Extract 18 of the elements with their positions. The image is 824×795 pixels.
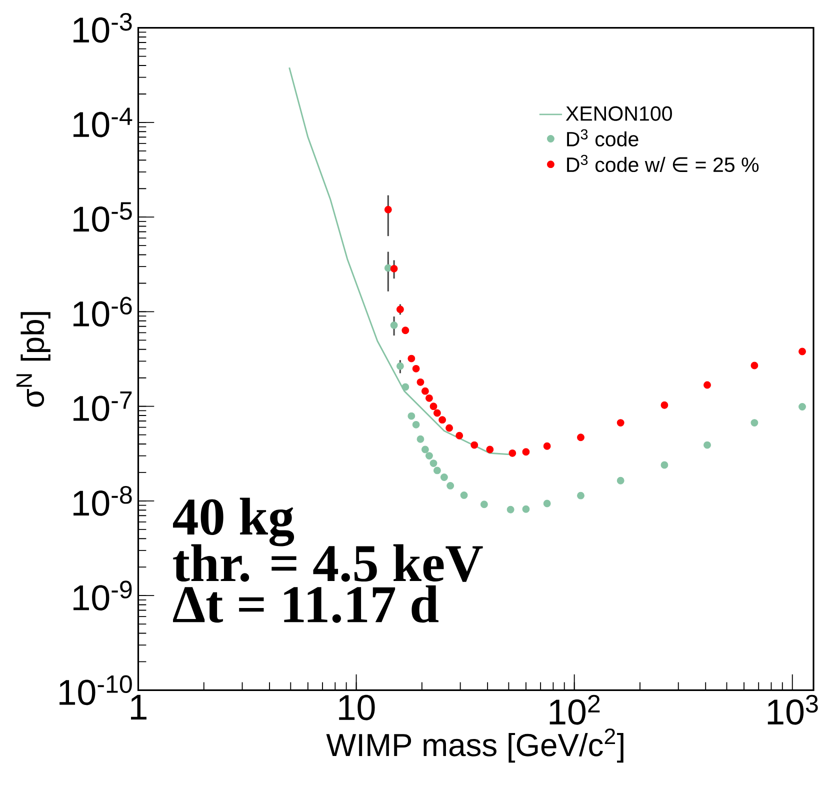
y-tick-label: 10$^{-8}$ (74, 486, 132, 516)
legend-label: D$^{3}$ code (567, 129, 638, 147)
y-tick-label: 10$^{-6}$ (74, 297, 132, 327)
y-tick-label: 10$^{-7}$ (74, 392, 132, 422)
x-tick-label: 10 (339, 695, 375, 720)
x-tick-label: 10$^{2}$ (550, 695, 600, 725)
y-tick-label: 10$^{-9}$ (74, 580, 132, 611)
legend-label: XENON100 (566, 106, 672, 122)
y-tick-label: 10$^{-4}$ (74, 108, 132, 138)
x-tick-label: 10$^{3}$ (768, 695, 818, 725)
y-axis-title: σ$^{N}$ [pb] (16, 312, 50, 408)
x-axis-title: WIMP mass [GeV/c$^{2}$] (326, 728, 624, 763)
annotation: Δt = 11.17 d (172, 586, 438, 624)
legend-label: D$^{3}$ code w/ ∈ = 25 % (567, 155, 759, 172)
x-tick-label: 1 (131, 695, 146, 720)
y-tick-label: 10$^{-5}$ (74, 202, 132, 232)
y-tick-label: 10$^{-10}$ (60, 675, 132, 706)
y-tick-label: 10$^{-3}$ (74, 13, 132, 43)
